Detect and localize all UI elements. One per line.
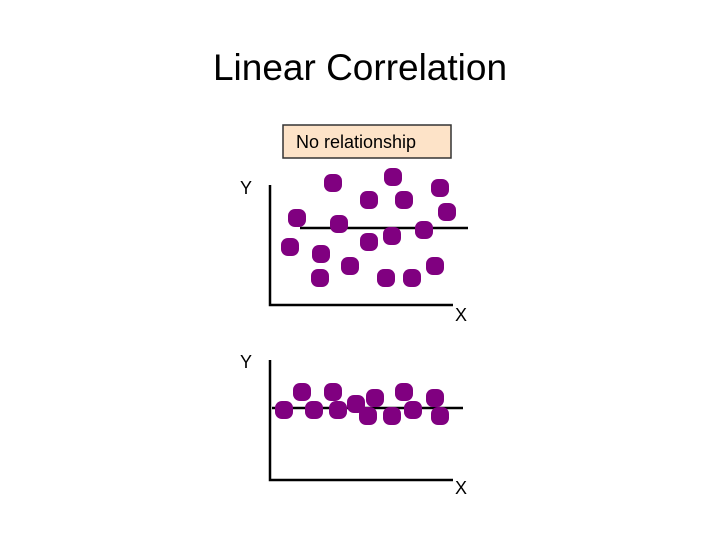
point (383, 407, 401, 425)
point (438, 203, 456, 221)
point (359, 407, 377, 425)
point (330, 215, 348, 233)
point (275, 401, 293, 419)
point (404, 401, 422, 419)
point (281, 238, 299, 256)
point (329, 401, 347, 419)
point (324, 383, 342, 401)
point (395, 191, 413, 209)
x-axis-label: X (455, 478, 467, 498)
point (293, 383, 311, 401)
axes (268, 360, 453, 482)
label-box (282, 124, 452, 159)
point (360, 233, 378, 251)
points (281, 168, 456, 287)
point (383, 227, 401, 245)
panel-label: No relationship (296, 132, 416, 152)
point (288, 209, 306, 227)
point (426, 257, 444, 275)
point (324, 174, 342, 192)
point (431, 179, 449, 197)
point (366, 389, 384, 407)
point (347, 395, 365, 413)
point (431, 407, 449, 425)
point (415, 221, 433, 239)
point (360, 191, 378, 209)
point (403, 269, 421, 287)
y-axis-label: Y (240, 178, 252, 198)
point (426, 389, 444, 407)
points (275, 383, 449, 425)
point (311, 269, 329, 287)
axes (268, 185, 453, 307)
y-axis-label: Y (240, 352, 252, 372)
x-axis-label: X (455, 305, 467, 325)
point (395, 383, 413, 401)
point (341, 257, 359, 275)
point (305, 401, 323, 419)
point (377, 269, 395, 287)
point (384, 168, 402, 186)
title: Linear Correlation (213, 47, 507, 88)
point (312, 245, 330, 263)
